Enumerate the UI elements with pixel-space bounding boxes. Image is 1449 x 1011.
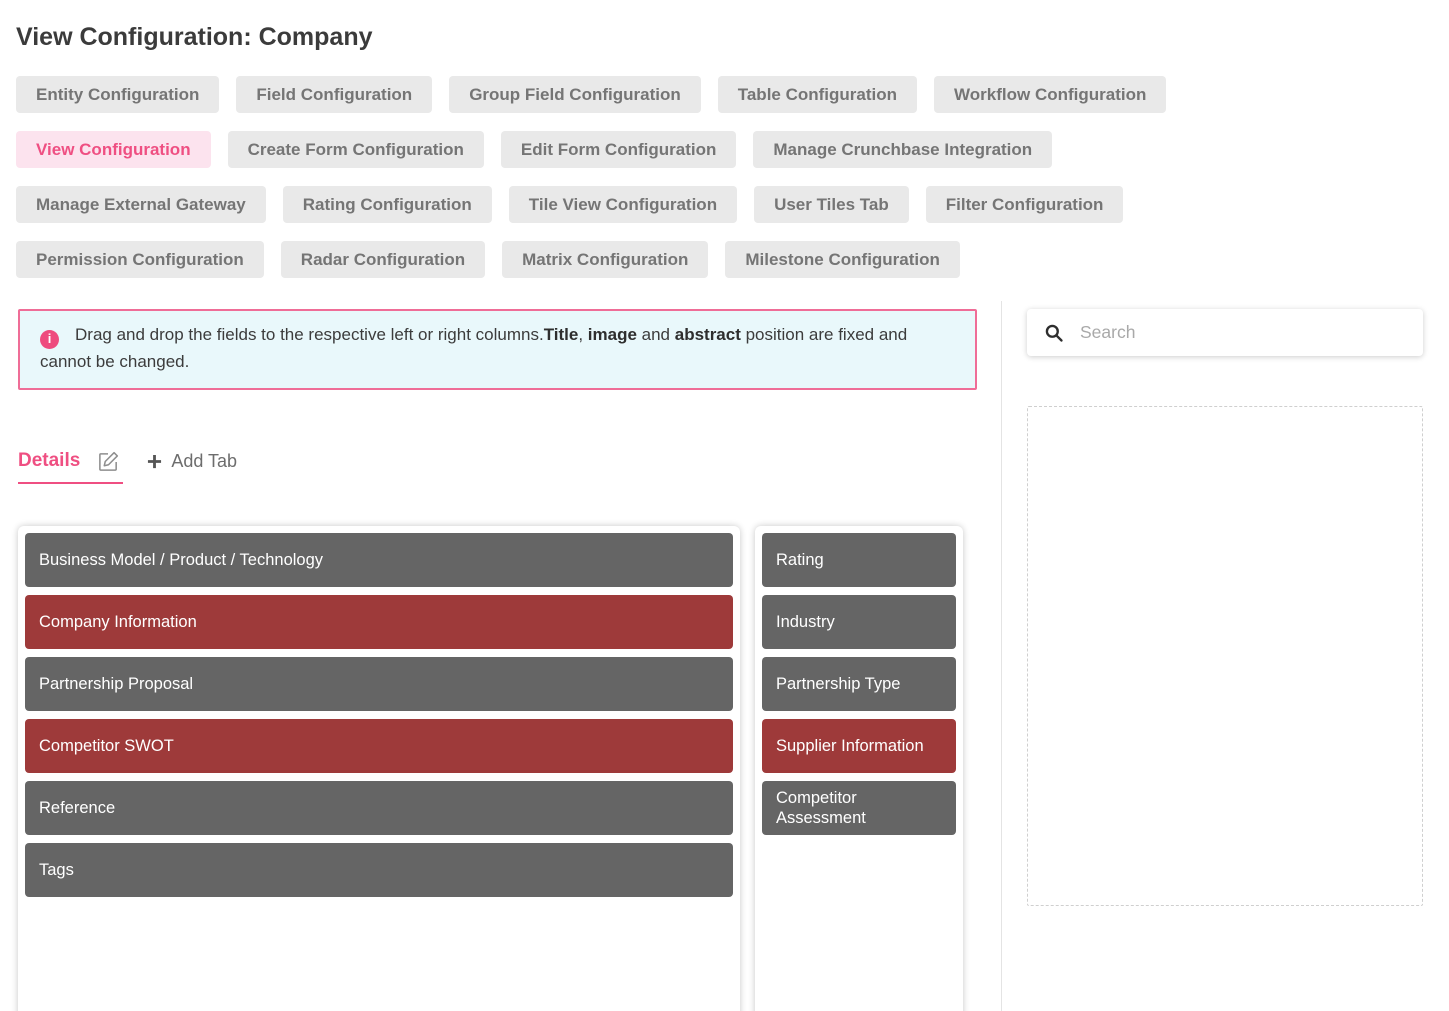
- alert-text: Drag and drop the fields to the respecti…: [40, 325, 908, 371]
- right-field-column: Rating Industry Partnership Type Supplie…: [755, 525, 963, 1011]
- empty-drop-zone[interactable]: [1027, 406, 1423, 906]
- nav-row-3: Manage External Gateway Rating Configura…: [16, 186, 1433, 223]
- plus-icon: [147, 454, 162, 469]
- nav-view-configuration[interactable]: View Configuration: [16, 131, 211, 168]
- field-block-reference[interactable]: Reference: [25, 780, 733, 835]
- field-columns: Business Model / Product / Technology Co…: [18, 525, 977, 1011]
- tab-details-label: Details: [18, 450, 81, 471]
- tabs-row: Details Add Tab: [18, 450, 977, 484]
- tab-details[interactable]: Details: [18, 450, 124, 484]
- nav-radar-configuration[interactable]: Radar Configuration: [280, 241, 486, 278]
- nav-manage-external-gateway[interactable]: Manage External Gateway: [16, 186, 266, 223]
- info-alert: i Drag and drop the fields to the respect…: [18, 309, 977, 390]
- field-block-competitor-assessment[interactable]: Competitor Assessment: [762, 780, 956, 835]
- nav-group-field-configuration[interactable]: Group Field Configuration: [449, 76, 701, 113]
- field-block-partnership-type[interactable]: Partnership Type: [762, 656, 956, 711]
- nav-filter-configuration[interactable]: Filter Configuration: [925, 186, 1124, 223]
- nav-tile-view-configuration[interactable]: Tile View Configuration: [508, 186, 738, 223]
- nav-manage-crunchbase-integration[interactable]: Manage Crunchbase Integration: [753, 131, 1053, 168]
- page-title: View Configuration: Company: [16, 23, 373, 51]
- field-block-business-model[interactable]: Business Model / Product / Technology: [25, 532, 733, 587]
- nav-row-1: Entity Configuration Field Configuration…: [16, 76, 1433, 113]
- nav-edit-form-configuration[interactable]: Edit Form Configuration: [500, 131, 737, 168]
- field-block-partnership-proposal[interactable]: Partnership Proposal: [25, 656, 733, 711]
- nav-permission-configuration[interactable]: Permission Configuration: [16, 241, 264, 278]
- nav-entity-configuration[interactable]: Entity Configuration: [16, 76, 220, 113]
- field-block-industry[interactable]: Industry: [762, 594, 956, 649]
- nav-matrix-configuration[interactable]: Matrix Configuration: [502, 241, 709, 278]
- add-tab-button[interactable]: Add Tab: [147, 451, 237, 472]
- edit-tab-icon[interactable]: [97, 450, 120, 473]
- main-content: i Drag and drop the fields to the respect…: [0, 301, 1449, 1011]
- add-tab-label: Add Tab: [171, 450, 238, 471]
- field-block-supplier-information[interactable]: Supplier Information: [762, 718, 956, 773]
- search-input[interactable]: [1078, 321, 1406, 344]
- nav-row-2: View Configuration Create Form Configura…: [16, 131, 1433, 168]
- nav-milestone-configuration[interactable]: Milestone Configuration: [725, 241, 960, 278]
- nav-workflow-configuration[interactable]: Workflow Configuration: [934, 76, 1167, 113]
- field-block-competitor-swot[interactable]: Competitor SWOT: [25, 718, 733, 773]
- search-icon: [1044, 323, 1064, 343]
- nav-table-configuration[interactable]: Table Configuration: [717, 76, 918, 113]
- field-block-tags[interactable]: Tags: [25, 842, 733, 897]
- nav-rating-configuration[interactable]: Rating Configuration: [282, 186, 492, 223]
- info-icon: i: [40, 329, 59, 349]
- nav-row-4: Permission Configuration Radar Configura…: [16, 241, 1433, 278]
- search-box[interactable]: [1027, 309, 1423, 356]
- nav-create-form-configuration[interactable]: Create Form Configuration: [227, 131, 484, 168]
- field-block-company-information[interactable]: Company Information: [25, 594, 733, 649]
- fields-pane: i Drag and drop the fields to the respect…: [0, 301, 1001, 1011]
- field-block-rating[interactable]: Rating: [762, 532, 956, 587]
- config-nav: Entity Configuration Field Configuration…: [16, 76, 1433, 278]
- right-panel: [1001, 301, 1449, 1011]
- left-field-column: Business Model / Product / Technology Co…: [18, 525, 740, 1011]
- nav-field-configuration[interactable]: Field Configuration: [236, 76, 433, 113]
- nav-user-tiles-tab[interactable]: User Tiles Tab: [754, 186, 909, 223]
